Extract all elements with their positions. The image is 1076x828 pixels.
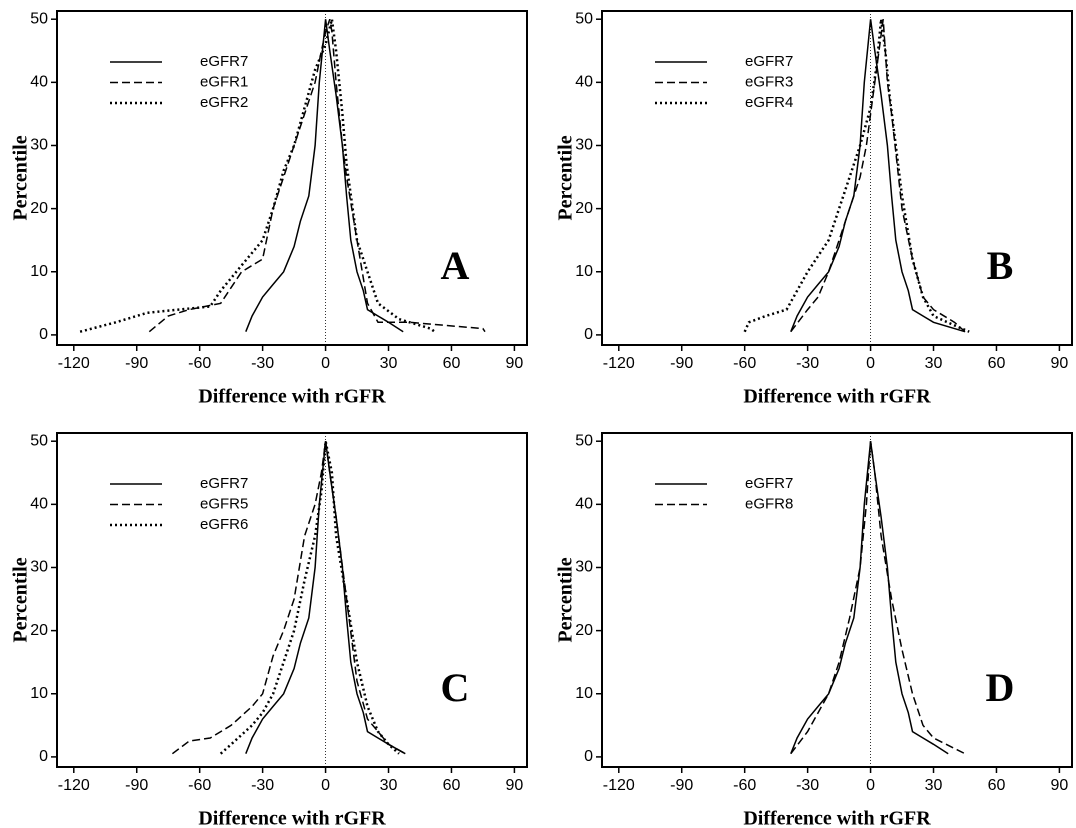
x-tick-label: 30 <box>380 355 398 372</box>
series-line <box>148 18 486 333</box>
series-line <box>79 18 436 333</box>
y-tick-label: 0 <box>584 326 593 343</box>
y-tick-label: 0 <box>39 748 48 765</box>
x-tick-label: -30 <box>796 777 819 794</box>
legend-label: eGFR7 <box>745 53 793 70</box>
x-axis-title: Difference with rGFR <box>743 386 931 408</box>
y-tick-label: 40 <box>575 74 593 91</box>
y-tick-label: 20 <box>30 200 48 217</box>
x-tick-label: -60 <box>733 355 756 372</box>
x-axis-title: Difference with rGFR <box>198 386 386 408</box>
legend-label: eGFR8 <box>745 495 793 512</box>
x-tick-label: 60 <box>443 355 461 372</box>
y-tick-label: 50 <box>30 10 48 27</box>
x-tick-label: -120 <box>58 355 90 372</box>
x-tick-label: -90 <box>670 355 693 372</box>
panel-letter: C <box>441 665 470 710</box>
x-tick-label: -30 <box>251 355 274 372</box>
x-axis-title: Difference with rGFR <box>198 808 386 828</box>
plot-frame <box>56 432 528 768</box>
x-tick-label: -120 <box>58 777 90 794</box>
legend-label: eGFR5 <box>200 495 248 512</box>
x-tick-label: 0 <box>321 777 330 794</box>
y-axis-title: Percentile <box>555 135 577 220</box>
y-axis-title: Percentile <box>10 557 32 642</box>
y-tick-label: 30 <box>30 559 48 576</box>
legend-label: eGFR7 <box>200 53 248 70</box>
legend-label: eGFR3 <box>745 73 793 90</box>
series-line <box>790 441 966 755</box>
y-tick-label: 50 <box>30 432 48 449</box>
x-tick-label: 30 <box>925 355 943 372</box>
x-tick-label: 90 <box>1051 777 1069 794</box>
y-tick-label: 30 <box>575 137 593 154</box>
x-tick-label: 90 <box>506 355 524 372</box>
y-tick-label: 0 <box>39 326 48 343</box>
legend-label: eGFR6 <box>200 516 248 533</box>
x-tick-label: 30 <box>380 777 398 794</box>
y-tick-label: 20 <box>575 200 593 217</box>
x-axis-title: Difference with rGFR <box>743 808 931 828</box>
panel: -120 -90 -60 -30 0 30 60 90 0 10 20 30 40 50 Differenc… <box>10 432 528 828</box>
x-tick-label: -60 <box>733 777 756 794</box>
y-axis-title: Percentile <box>555 557 577 642</box>
x-tick-label: -120 <box>603 777 635 794</box>
x-tick-label: 60 <box>988 355 1006 372</box>
x-tick-label: 0 <box>866 777 875 794</box>
y-tick-label: 30 <box>575 559 593 576</box>
y-tick-label: 10 <box>575 263 593 280</box>
x-tick-label: 0 <box>866 355 875 372</box>
y-tick-label: 50 <box>575 432 593 449</box>
panel: -120 -90 -60 -30 0 30 60 90 0 10 20 30 40 50 Differenc… <box>555 10 1073 408</box>
x-tick-label: -90 <box>125 777 148 794</box>
y-tick-label: 40 <box>30 496 48 513</box>
legend-label: eGFR7 <box>745 475 793 492</box>
x-tick-label: -120 <box>603 355 635 372</box>
x-tick-label: -30 <box>251 777 274 794</box>
y-axis-title: Percentile <box>10 135 32 220</box>
legend-label: eGFR1 <box>200 73 248 90</box>
panel: -120 -90 -60 -30 0 30 60 90 0 10 20 30 40 50 Differenc… <box>555 432 1073 828</box>
y-tick-label: 30 <box>30 137 48 154</box>
series-line <box>790 19 966 333</box>
panel-letter: A <box>441 243 470 288</box>
x-tick-label: -90 <box>125 355 148 372</box>
plot-frame <box>56 10 528 346</box>
series-line <box>743 19 970 333</box>
panel: -120 -90 -60 -30 0 30 60 90 0 10 20 30 40 50 Differenc… <box>10 10 528 408</box>
y-tick-label: 20 <box>30 622 48 639</box>
legend-label: eGFR7 <box>200 475 248 492</box>
series-line <box>245 19 404 333</box>
x-tick-label: 60 <box>443 777 461 794</box>
x-tick-label: 60 <box>988 777 1006 794</box>
y-tick-label: 0 <box>584 748 593 765</box>
plot-frame <box>601 432 1073 768</box>
plot-frame <box>601 10 1073 346</box>
x-tick-label: -90 <box>670 777 693 794</box>
y-tick-label: 10 <box>30 685 48 702</box>
x-tick-label: -60 <box>188 777 211 794</box>
series-line <box>790 441 949 755</box>
legend-label: eGFR2 <box>200 94 248 111</box>
x-tick-label: 90 <box>506 777 524 794</box>
panel-letter: B <box>987 243 1014 288</box>
y-tick-label: 10 <box>575 685 593 702</box>
series-line <box>171 441 406 755</box>
x-tick-label: -60 <box>188 355 211 372</box>
x-tick-label: 90 <box>1051 355 1069 372</box>
y-tick-label: 20 <box>575 622 593 639</box>
x-tick-label: 30 <box>925 777 943 794</box>
y-tick-label: 40 <box>575 496 593 513</box>
panel-letter: D <box>986 665 1015 710</box>
y-tick-label: 10 <box>30 263 48 280</box>
y-tick-label: 40 <box>30 74 48 91</box>
y-tick-label: 50 <box>575 10 593 27</box>
legend-label: eGFR4 <box>745 94 793 111</box>
x-tick-label: -30 <box>796 355 819 372</box>
x-tick-label: 0 <box>321 355 330 372</box>
